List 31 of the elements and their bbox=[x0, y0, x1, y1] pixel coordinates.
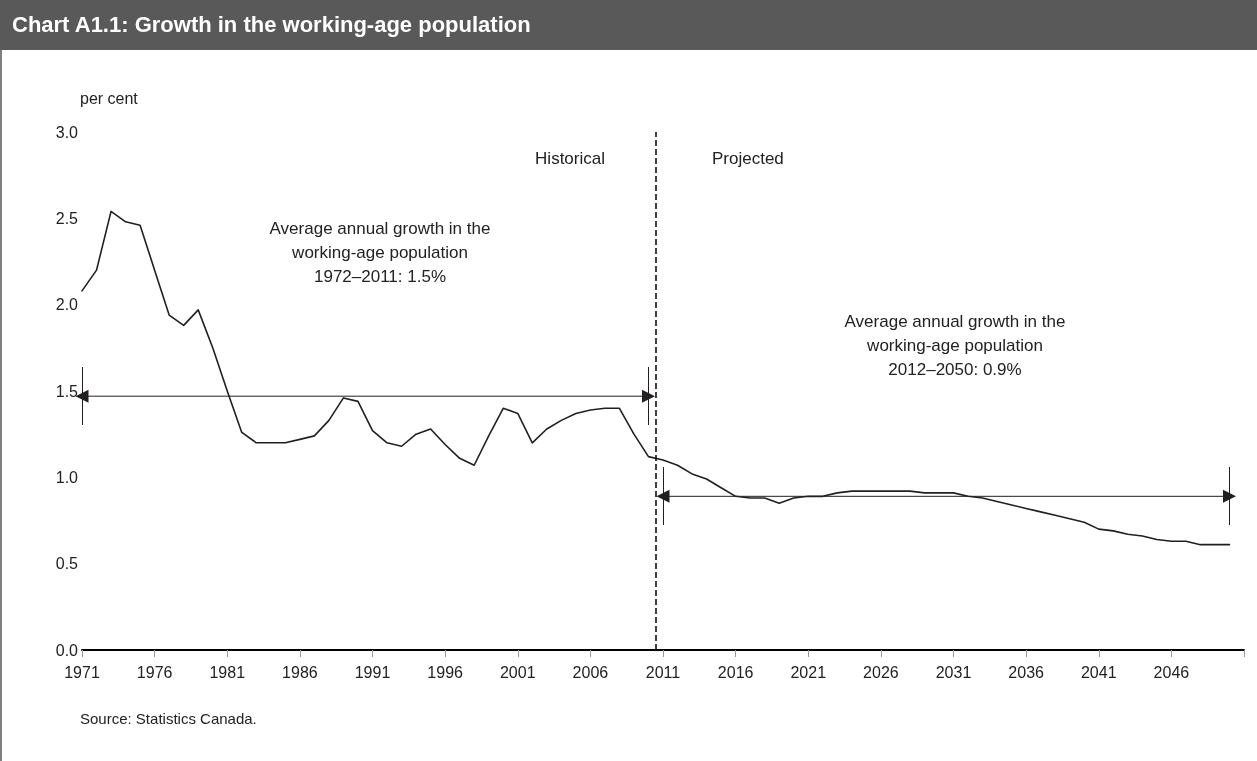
source-note: Source: Statistics Canada. bbox=[80, 709, 257, 727]
x-tick-label: 2001 bbox=[499, 663, 536, 681]
y-axis-title: per cent bbox=[80, 89, 139, 107]
x-tick-label: 2026 bbox=[863, 663, 899, 681]
y-tick-label: 2.5 bbox=[55, 209, 79, 227]
annotation: Projected bbox=[712, 148, 784, 168]
x-tick-label: 1991 bbox=[354, 663, 391, 681]
y-tick-label: 0.5 bbox=[55, 555, 79, 573]
x-tick-label: 1986 bbox=[282, 663, 318, 681]
annotation: Average annual growth in the working-age population 2012–2050: 0.9% bbox=[844, 311, 1066, 379]
x-tick-label: 2021 bbox=[790, 663, 827, 681]
x-tick-label: 2046 bbox=[1153, 663, 1190, 681]
y-tick-label: 3.0 bbox=[55, 123, 79, 141]
x-tick-label: 1971 bbox=[64, 663, 100, 681]
y-tick-label: 0.0 bbox=[55, 641, 79, 659]
chart-title: Chart A1.1: Growth in the working-age population bbox=[0, 0, 1257, 50]
y-tick-label: 1.5 bbox=[55, 382, 79, 400]
x-tick-label: 2036 bbox=[1008, 663, 1045, 681]
x-tick-label: 2031 bbox=[935, 663, 972, 681]
x-tick-label: 2016 bbox=[717, 663, 754, 681]
y-tick-label: 1.0 bbox=[55, 468, 79, 486]
annotation: Average annual growth in the working-age population 1972–2011: 1.5% bbox=[269, 218, 491, 286]
x-tick-label: 2011 bbox=[645, 663, 681, 681]
line-series bbox=[81, 210, 1231, 546]
x-tick-label: 2041 bbox=[1080, 663, 1117, 681]
x-tick-label: 1981 bbox=[209, 663, 246, 681]
x-tick-label: 1976 bbox=[136, 663, 173, 681]
y-tick-label: 2.0 bbox=[55, 296, 79, 314]
x-tick-label: 2006 bbox=[572, 663, 609, 681]
x-tick-label: 1996 bbox=[427, 663, 464, 681]
annotation: Historical bbox=[535, 148, 605, 168]
